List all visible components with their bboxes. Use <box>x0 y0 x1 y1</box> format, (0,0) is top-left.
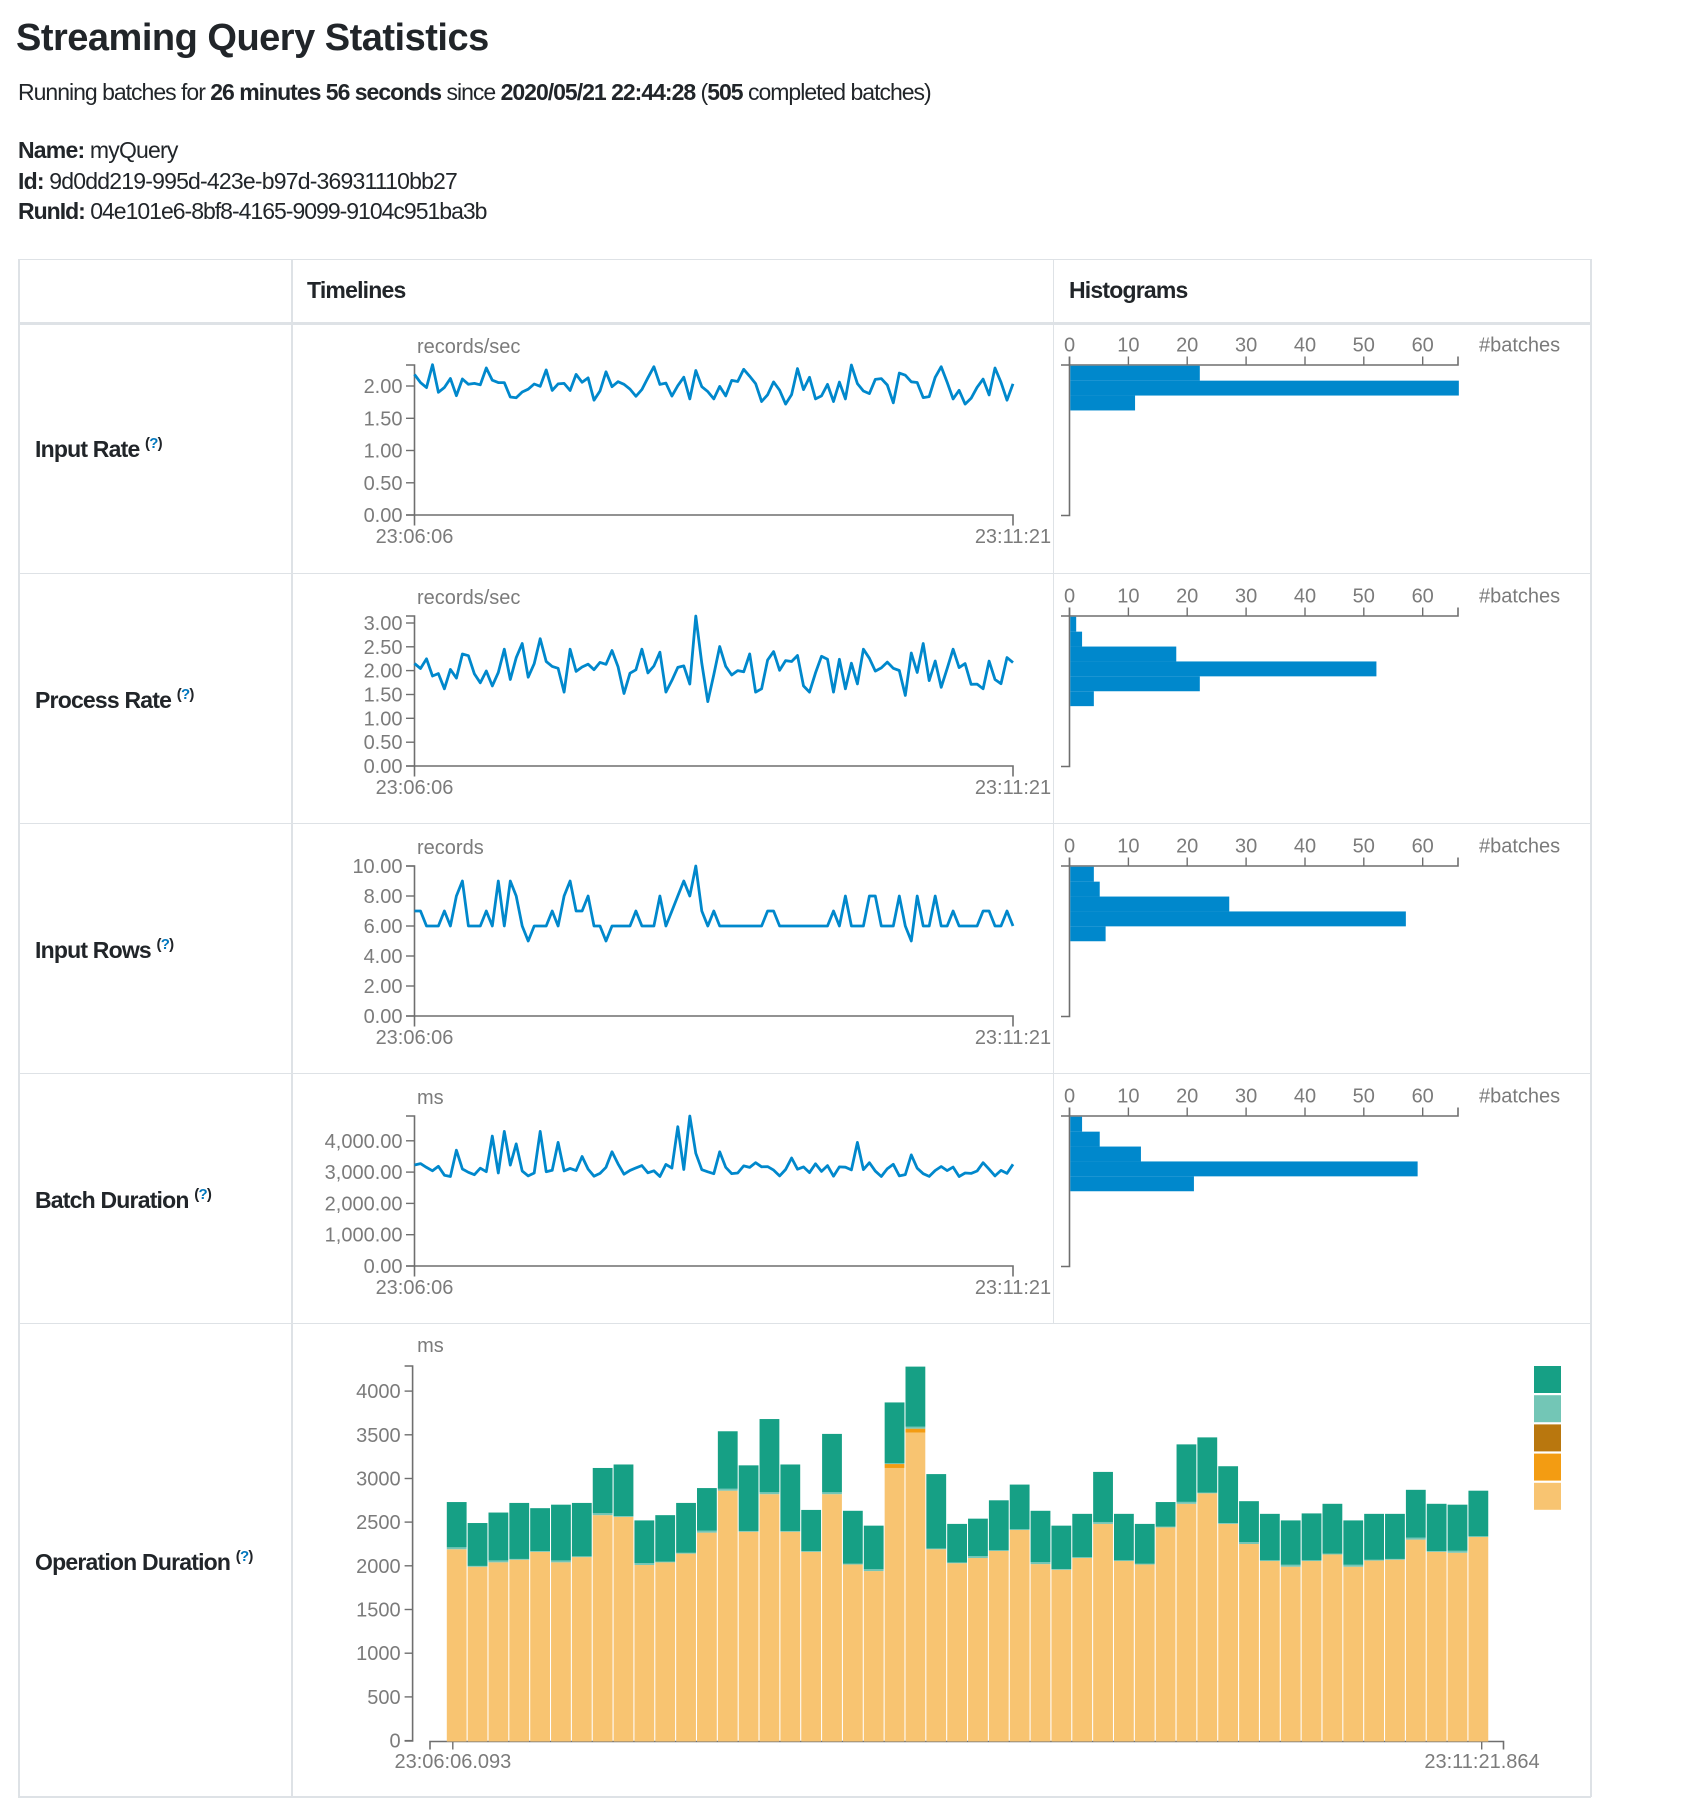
svg-text:30: 30 <box>1235 335 1257 357</box>
svg-text:23:11:21: 23:11:21 <box>975 1027 1051 1049</box>
svg-text:0: 0 <box>389 1731 400 1753</box>
svg-text:50: 50 <box>1353 586 1375 608</box>
svg-text:1,000.00: 1,000.00 <box>325 1225 403 1247</box>
svg-text:records: records <box>417 837 484 859</box>
svg-text:1.50: 1.50 <box>364 685 403 707</box>
svg-text:10: 10 <box>1117 1086 1139 1108</box>
svg-text:2,000.00: 2,000.00 <box>325 1193 403 1215</box>
svg-text:0: 0 <box>1064 335 1075 357</box>
svg-text:3,000.00: 3,000.00 <box>325 1162 403 1184</box>
svg-text:23:11:21: 23:11:21 <box>975 777 1051 799</box>
svg-text:3.00: 3.00 <box>364 613 403 635</box>
svg-text:2.50: 2.50 <box>364 637 403 659</box>
svg-text:23:06:06: 23:06:06 <box>376 777 454 799</box>
svg-text:23:06:06: 23:06:06 <box>376 1277 454 1299</box>
svg-text:#batches: #batches <box>1479 836 1560 858</box>
svg-text:23:11:21: 23:11:21 <box>975 526 1051 548</box>
svg-text:20: 20 <box>1176 836 1198 858</box>
svg-text:40: 40 <box>1294 335 1316 357</box>
svg-text:3000: 3000 <box>356 1469 401 1491</box>
svg-text:23:06:06.093: 23:06:06.093 <box>395 1751 512 1773</box>
svg-text:8.00: 8.00 <box>364 886 403 908</box>
svg-text:1000: 1000 <box>356 1643 401 1665</box>
svg-text:23:06:06: 23:06:06 <box>376 526 454 548</box>
svg-text:0.00: 0.00 <box>364 756 403 778</box>
svg-text:4,000.00: 4,000.00 <box>325 1131 403 1153</box>
svg-text:6.00: 6.00 <box>364 916 403 938</box>
svg-text:#batches: #batches <box>1479 586 1560 608</box>
svg-text:0.50: 0.50 <box>364 732 403 754</box>
svg-text:20: 20 <box>1176 335 1198 357</box>
svg-text:2.00: 2.00 <box>364 661 403 683</box>
svg-text:60: 60 <box>1412 335 1434 357</box>
svg-text:500: 500 <box>367 1687 400 1709</box>
svg-text:#batches: #batches <box>1479 335 1560 357</box>
svg-text:records/sec: records/sec <box>417 336 520 358</box>
svg-text:50: 50 <box>1353 1086 1375 1108</box>
svg-text:30: 30 <box>1235 586 1257 608</box>
svg-text:4000: 4000 <box>356 1381 401 1403</box>
svg-text:4.00: 4.00 <box>364 946 403 968</box>
svg-text:1.00: 1.00 <box>364 708 403 730</box>
svg-text:0: 0 <box>1064 836 1075 858</box>
svg-text:0.50: 0.50 <box>364 473 403 495</box>
svg-text:2.00: 2.00 <box>364 976 403 998</box>
svg-text:60: 60 <box>1412 586 1434 608</box>
svg-text:30: 30 <box>1235 1086 1257 1108</box>
svg-text:3500: 3500 <box>356 1425 401 1447</box>
svg-text:10.00: 10.00 <box>352 856 402 878</box>
svg-text:0.00: 0.00 <box>364 505 403 527</box>
svg-text:0.00: 0.00 <box>364 1256 403 1278</box>
svg-text:1.50: 1.50 <box>364 408 403 430</box>
svg-text:2500: 2500 <box>356 1512 401 1534</box>
svg-text:2.00: 2.00 <box>364 376 403 398</box>
svg-text:1.00: 1.00 <box>364 441 403 463</box>
svg-text:30: 30 <box>1235 836 1257 858</box>
svg-text:0: 0 <box>1064 586 1075 608</box>
svg-text:23:11:21: 23:11:21 <box>975 1277 1051 1299</box>
svg-text:10: 10 <box>1117 586 1139 608</box>
svg-text:2000: 2000 <box>356 1556 401 1578</box>
svg-text:20: 20 <box>1176 586 1198 608</box>
svg-text:0: 0 <box>1064 1086 1075 1108</box>
svg-text:50: 50 <box>1353 335 1375 357</box>
svg-text:40: 40 <box>1294 586 1316 608</box>
svg-text:0.00: 0.00 <box>364 1006 403 1028</box>
svg-text:records/sec: records/sec <box>417 587 520 609</box>
svg-text:40: 40 <box>1294 836 1316 858</box>
svg-text:10: 10 <box>1117 836 1139 858</box>
svg-text:23:06:06: 23:06:06 <box>376 1027 454 1049</box>
svg-text:40: 40 <box>1294 1086 1316 1108</box>
svg-text:23:11:21.864: 23:11:21.864 <box>1424 1751 1539 1773</box>
svg-text:60: 60 <box>1412 1086 1434 1108</box>
svg-text:20: 20 <box>1176 1086 1198 1108</box>
svg-text:10: 10 <box>1117 335 1139 357</box>
svg-text:ms: ms <box>417 1087 444 1109</box>
svg-text:#batches: #batches <box>1479 1086 1560 1108</box>
svg-text:60: 60 <box>1412 836 1434 858</box>
svg-text:50: 50 <box>1353 836 1375 858</box>
svg-text:ms: ms <box>417 1335 444 1357</box>
svg-text:1500: 1500 <box>356 1600 401 1622</box>
